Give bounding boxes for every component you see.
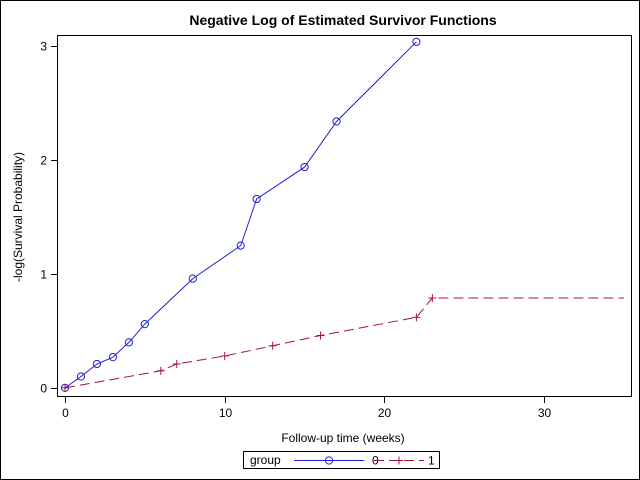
series-1-point (60, 383, 69, 392)
y-tick-label: 2 (40, 154, 47, 168)
y-axis-label: -log(Survival Probability) (11, 152, 25, 282)
legend-label-1: 1 (428, 454, 435, 468)
x-tick-label: 0 (62, 406, 69, 420)
series-0-point (140, 320, 149, 329)
series-0-point (188, 274, 197, 283)
series-1-point (268, 341, 277, 350)
plot-frame (57, 35, 632, 397)
series-0-point (332, 117, 341, 126)
series-0-point (236, 241, 245, 250)
series-1-point (428, 293, 437, 302)
series-0-point (124, 338, 133, 347)
y-tick-label: 3 (40, 40, 47, 54)
x-tick-label: 20 (378, 406, 392, 420)
x-axis-label: Follow-up time (weeks) (281, 431, 404, 445)
legend-marker-1 (395, 456, 403, 465)
series-1-point (156, 366, 165, 375)
series-0-point (76, 372, 86, 381)
plot-area: 0 10 20 30 0 1 2 3 (40, 35, 632, 420)
series-1-point (316, 331, 325, 340)
series-0-point (300, 162, 309, 172)
x-tick-label: 30 (538, 406, 552, 420)
y-tick-label: 0 (40, 382, 47, 396)
series-1-point (172, 359, 181, 368)
series-0-point (252, 194, 261, 204)
series-0-point (108, 353, 118, 362)
x-tick-label: 10 (219, 406, 233, 420)
chart-title: Negative Log of Estimated Survivor Funct… (189, 12, 496, 28)
series-1-point (220, 352, 229, 361)
legend-marker-0 (324, 456, 334, 465)
series-0-point (92, 359, 102, 369)
series-1-point (412, 313, 421, 322)
series-0-point (412, 37, 421, 46)
y-tick-label: 1 (40, 268, 47, 282)
legend-title: group (250, 453, 281, 467)
